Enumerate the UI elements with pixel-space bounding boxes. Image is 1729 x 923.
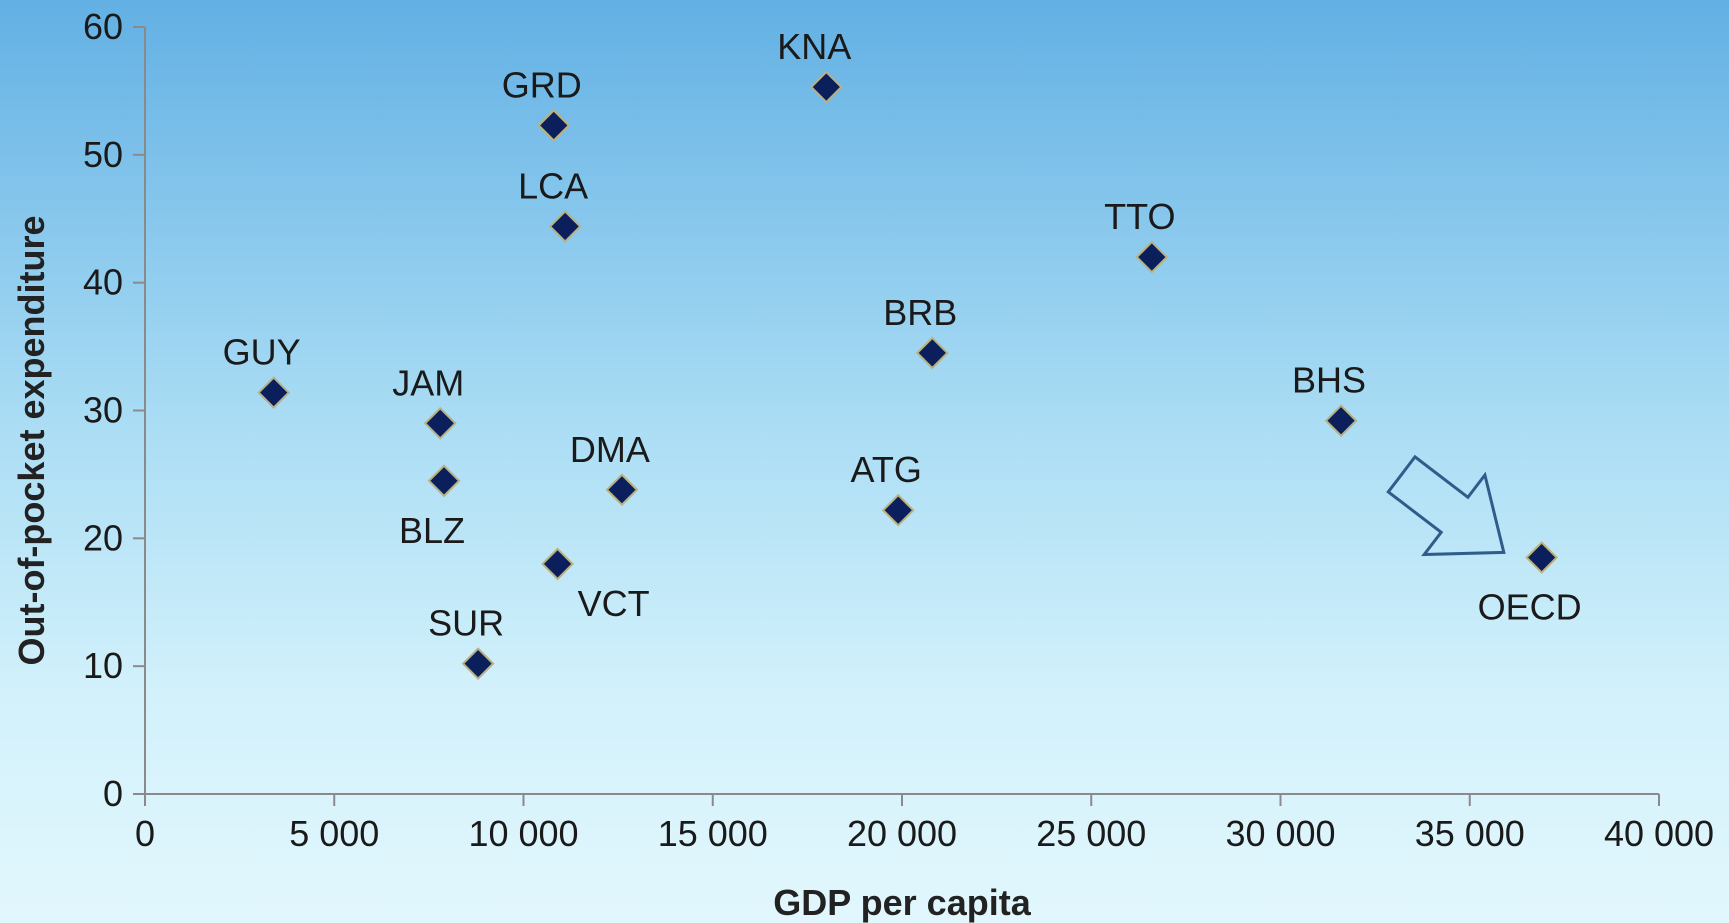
point-marker-sur xyxy=(461,647,495,681)
x-tick-label: 20 000 xyxy=(847,813,957,854)
point-marker-guy xyxy=(257,376,291,410)
point-label-atg: ATG xyxy=(851,449,922,490)
point-label-brb: BRB xyxy=(883,292,957,333)
point-marker-bhs xyxy=(1324,404,1358,438)
x-tick-label: 25 000 xyxy=(1036,813,1146,854)
point-marker-vct xyxy=(541,547,574,581)
x-tick-label: 0 xyxy=(135,813,155,854)
point-marker-jam xyxy=(423,406,457,440)
point-label-kna: KNA xyxy=(777,26,851,67)
x-tick-label: 10 000 xyxy=(468,813,578,854)
x-tick-label: 5 000 xyxy=(289,813,379,854)
point-label-vct: VCT xyxy=(578,583,650,624)
point-label-tto: TTO xyxy=(1104,196,1175,237)
point-marker-blz xyxy=(427,464,461,498)
point-marker-brb xyxy=(915,336,949,370)
axes xyxy=(144,27,1659,795)
y-axis-title: Out-of-pocket expenditure xyxy=(11,215,52,665)
point-marker-lca xyxy=(548,210,582,243)
point-label-grd: GRD xyxy=(502,64,582,105)
point-label-lca: LCA xyxy=(518,165,588,206)
y-tick-label: 0 xyxy=(103,773,123,814)
x-tick-label: 35 000 xyxy=(1415,813,1525,854)
x-tick-label: 15 000 xyxy=(658,813,768,854)
point-marker-grd xyxy=(537,109,571,142)
arrow-layer xyxy=(1386,454,1506,557)
point-label-blz: BLZ xyxy=(399,510,465,551)
point-label-dma: DMA xyxy=(570,429,650,470)
point-label-sur: SUR xyxy=(428,603,504,644)
point-marker-atg xyxy=(881,493,915,527)
ticks: 0 10 20 30 40 50 60 0 5 000 10 000 15 000 20 000 25 … xyxy=(83,6,1714,854)
y-tick-label: 30 xyxy=(83,390,123,431)
y-tick-label: 50 xyxy=(83,134,123,175)
y-tick-label: 20 xyxy=(83,517,123,558)
point-label-guy: GUY xyxy=(223,332,301,373)
data-points: GUY JAM BLZ SUR GRD LCA VCT DMA KNA ATG BRB TTO BHS O… xyxy=(223,26,1582,681)
y-tick-label: 60 xyxy=(83,6,123,47)
arrow-annotation xyxy=(1386,454,1506,557)
point-label-bhs: BHS xyxy=(1292,360,1366,401)
point-marker-kna xyxy=(809,70,843,104)
point-label-jam: JAM xyxy=(392,362,464,403)
point-label-oecd: OECD xyxy=(1478,587,1582,628)
y-tick-label: 40 xyxy=(83,262,123,303)
y-tick-label: 10 xyxy=(83,645,123,686)
point-marker-oecd xyxy=(1525,541,1559,574)
x-tick-label: 40 000 xyxy=(1604,813,1714,854)
point-marker-tto xyxy=(1135,240,1169,274)
x-tick-label: 30 000 xyxy=(1225,813,1335,854)
x-axis-title: GDP per capita xyxy=(773,882,1031,923)
point-marker-dma xyxy=(605,473,639,507)
